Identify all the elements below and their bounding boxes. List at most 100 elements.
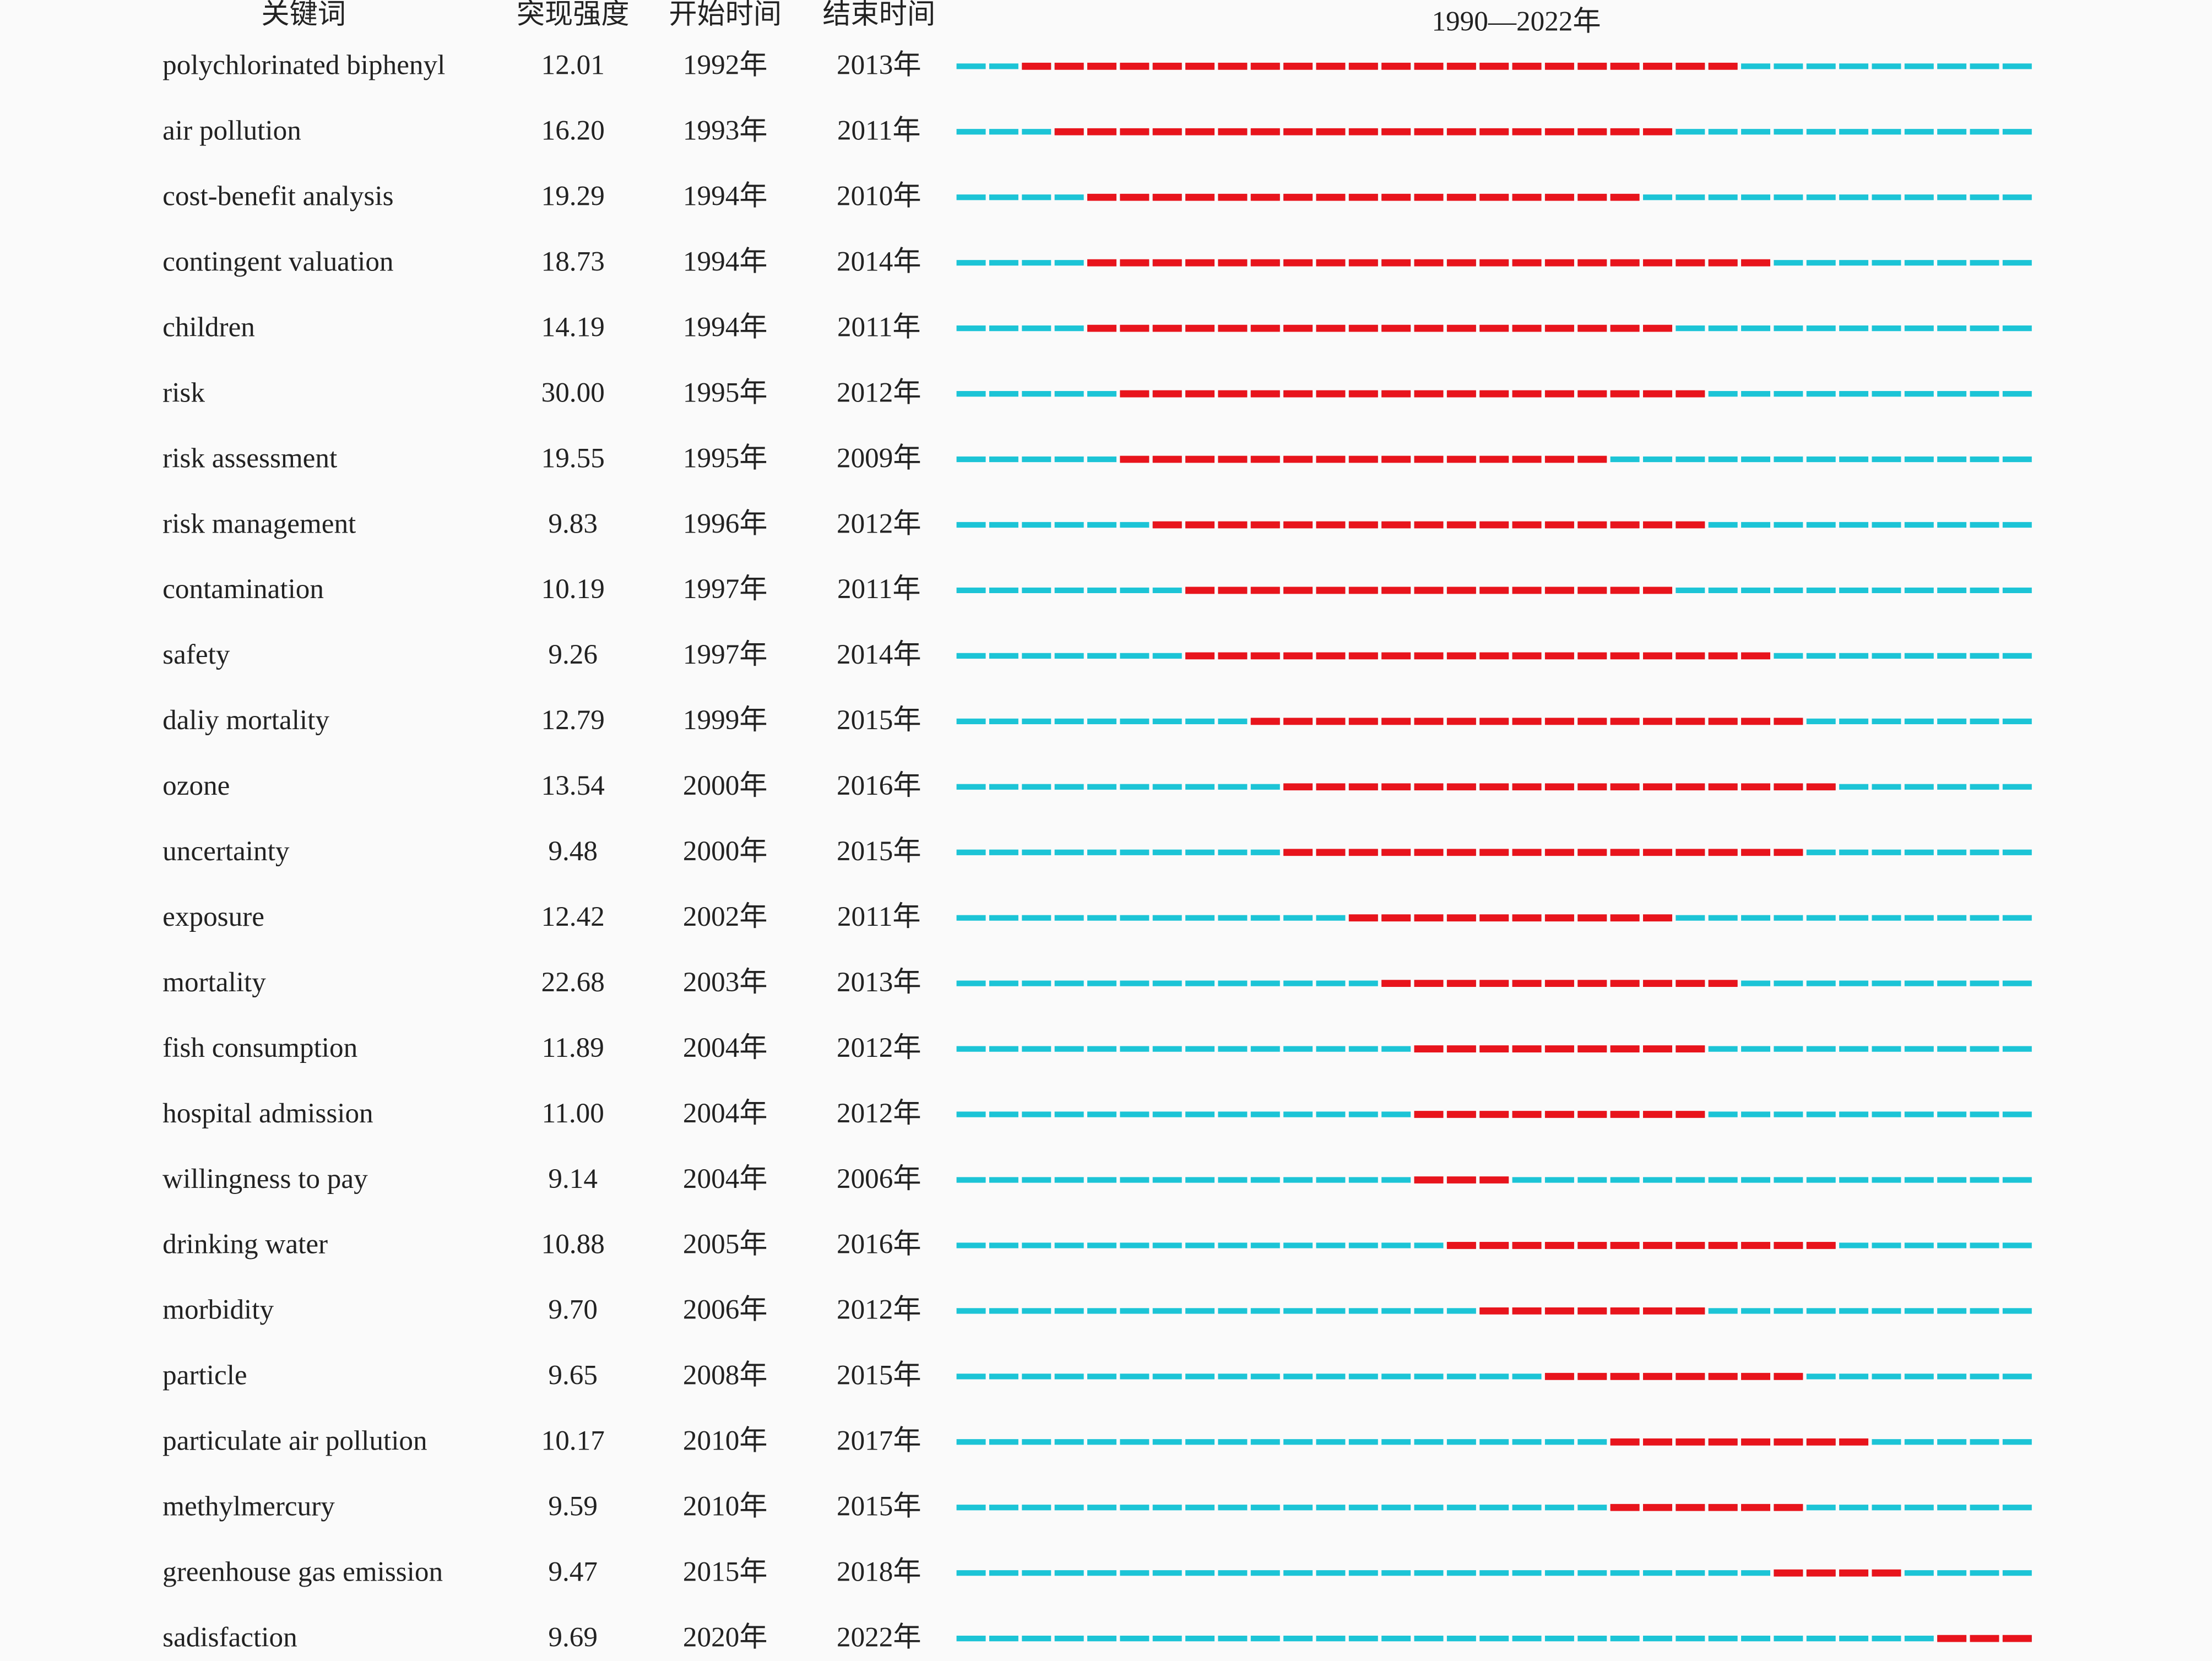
end-year: 2017年 [837,1425,921,1457]
strength: 9.83 [548,508,598,539]
begin-year: 2004年 [683,1163,768,1195]
keyword: risk management [162,508,356,539]
end-year: 2010年 [837,181,921,212]
end-year: 2009年 [837,442,921,474]
end-year: 2011年 [837,573,921,605]
strength: 9.69 [548,1621,598,1653]
begin-year: 2006年 [683,1294,768,1326]
strength: 19.55 [541,442,605,474]
column-header: 关键词 [261,0,346,30]
begin-year: 2004年 [683,1032,768,1063]
end-year: 2014年 [837,246,921,277]
keyword: hospital admission [162,1098,373,1129]
end-year: 2011年 [837,311,921,343]
keyword: greenhouse gas emission [162,1556,443,1587]
column-header: 突现强度 [517,0,630,30]
begin-year: 2008年 [683,1360,768,1391]
end-year: 2013年 [837,967,921,998]
column-header: 开始时间 [669,0,782,30]
keyword: ozone [162,770,230,801]
keyword: exposure [162,901,264,932]
begin-year: 1994年 [683,311,768,343]
keyword: sadisfaction [162,1621,297,1653]
strength: 13.54 [541,770,605,801]
end-year: 2012年 [837,508,921,539]
strength: 12.01 [541,50,605,81]
strength: 9.70 [548,1294,598,1326]
end-year: 2015年 [837,704,921,736]
keyword: risk [162,377,205,408]
strength: 11.00 [542,1098,604,1129]
begin-year: 1995年 [683,442,768,474]
keyword: safety [162,639,230,670]
keyword: risk assessment [162,442,337,474]
keyword: particle [162,1360,247,1391]
begin-year: 2015年 [683,1556,768,1587]
keyword: uncertainty [162,835,290,867]
end-year: 2006年 [837,1163,921,1195]
strength: 9.65 [548,1360,598,1391]
end-year: 2011年 [837,901,921,932]
keyword: daliy mortality [162,704,329,736]
strength: 9.59 [548,1491,598,1522]
keyword: morbidity [162,1294,274,1326]
strength: 10.88 [541,1229,605,1260]
begin-year: 1997年 [683,573,768,605]
end-year: 2015年 [837,835,921,867]
strength: 9.48 [548,835,598,867]
begin-year: 2000年 [683,835,768,867]
begin-year: 2004年 [683,1098,768,1129]
begin-year: 2020年 [683,1621,768,1653]
end-year: 2015年 [837,1491,921,1522]
begin-year: 1995年 [683,377,768,408]
end-year: 2013年 [837,50,921,81]
strength: 22.68 [541,967,605,998]
end-year: 2016年 [837,770,921,801]
end-year: 2012年 [837,1294,921,1326]
keyword: contamination [162,573,324,605]
end-year: 2016年 [837,1229,921,1260]
end-year: 2014年 [837,639,921,670]
keyword: children [162,311,255,343]
keyword: air pollution [162,115,301,146]
strength: 30.00 [541,377,605,408]
begin-year: 2010年 [683,1491,768,1522]
end-year: 2012年 [837,1098,921,1129]
begin-year: 1997年 [683,639,768,670]
keyword: polychlorinated biphenyl [162,50,445,81]
keyword: particulate air pollution [162,1425,427,1457]
end-year: 2012年 [837,1032,921,1063]
keyword: cost-benefit analysis [162,181,393,212]
keyword: contingent valuation [162,246,393,277]
strength: 19.29 [541,181,605,212]
begin-year: 1992年 [683,50,768,81]
column-header: 结束时间 [822,0,935,30]
chart-title: 1990—2022年 [1432,6,1601,37]
strength: 10.17 [541,1425,605,1457]
strength: 16.20 [541,115,605,146]
begin-year: 2010年 [683,1425,768,1457]
strength: 12.42 [541,901,605,932]
begin-year: 1993年 [683,115,768,146]
keyword: fish consumption [162,1032,357,1063]
end-year: 2012年 [837,377,921,408]
begin-year: 2005年 [683,1229,768,1260]
end-year: 2015年 [837,1360,921,1391]
end-year: 2018年 [837,1556,921,1587]
keyword: methylmercury [162,1491,335,1522]
begin-year: 1994年 [683,246,768,277]
end-year: 2011年 [837,115,921,146]
end-year: 2022年 [837,1621,921,1653]
keyword: drinking water [162,1229,328,1260]
begin-year: 2003年 [683,967,768,998]
begin-year: 1999年 [683,704,768,736]
strength: 12.79 [541,704,605,736]
strength: 11.89 [542,1032,604,1063]
strength: 10.19 [541,573,605,605]
strength: 18.73 [541,246,605,277]
strength: 9.47 [548,1556,598,1587]
begin-year: 1996年 [683,508,768,539]
